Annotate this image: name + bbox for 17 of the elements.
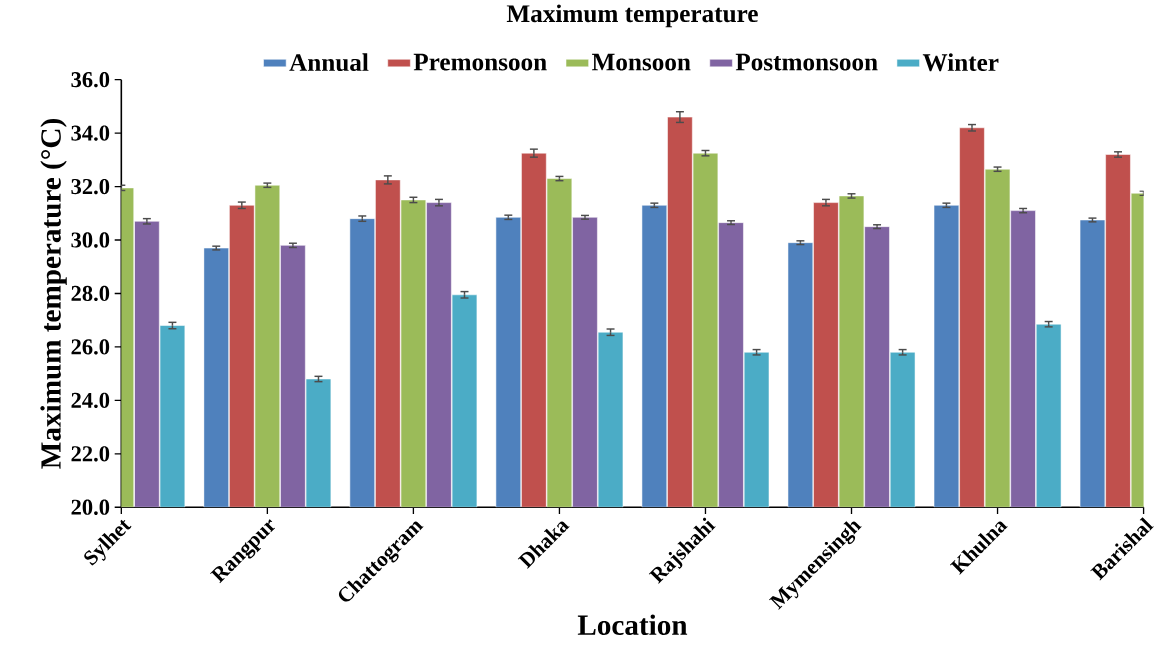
y-tick-label: 20.0 <box>71 499 110 515</box>
y-tick-label: 26.0 <box>71 339 110 355</box>
y-tick-label: 34.0 <box>71 125 110 141</box>
y-tick-label: 28.0 <box>71 285 110 301</box>
y-tick-label: 24.0 <box>71 392 110 408</box>
legend-label: Winter <box>922 53 999 71</box>
legend-label: Annual <box>289 53 369 71</box>
y-tick-label: 22.0 <box>71 445 110 462</box>
y-axis-title: Maximum temperature (°C) <box>40 118 67 469</box>
y-tick-label: 36.0 <box>71 71 110 88</box>
y-tick-label: 32.0 <box>71 178 110 195</box>
legend-label: Monsoon <box>591 53 691 71</box>
chart-title: Maximum temperature <box>506 4 758 28</box>
y-tick-label: 30.0 <box>71 232 110 248</box>
legend-label: Postmonsoon <box>735 53 878 71</box>
legend-label: Premonsoon <box>413 53 547 71</box>
x-axis-title: Location <box>577 614 688 635</box>
